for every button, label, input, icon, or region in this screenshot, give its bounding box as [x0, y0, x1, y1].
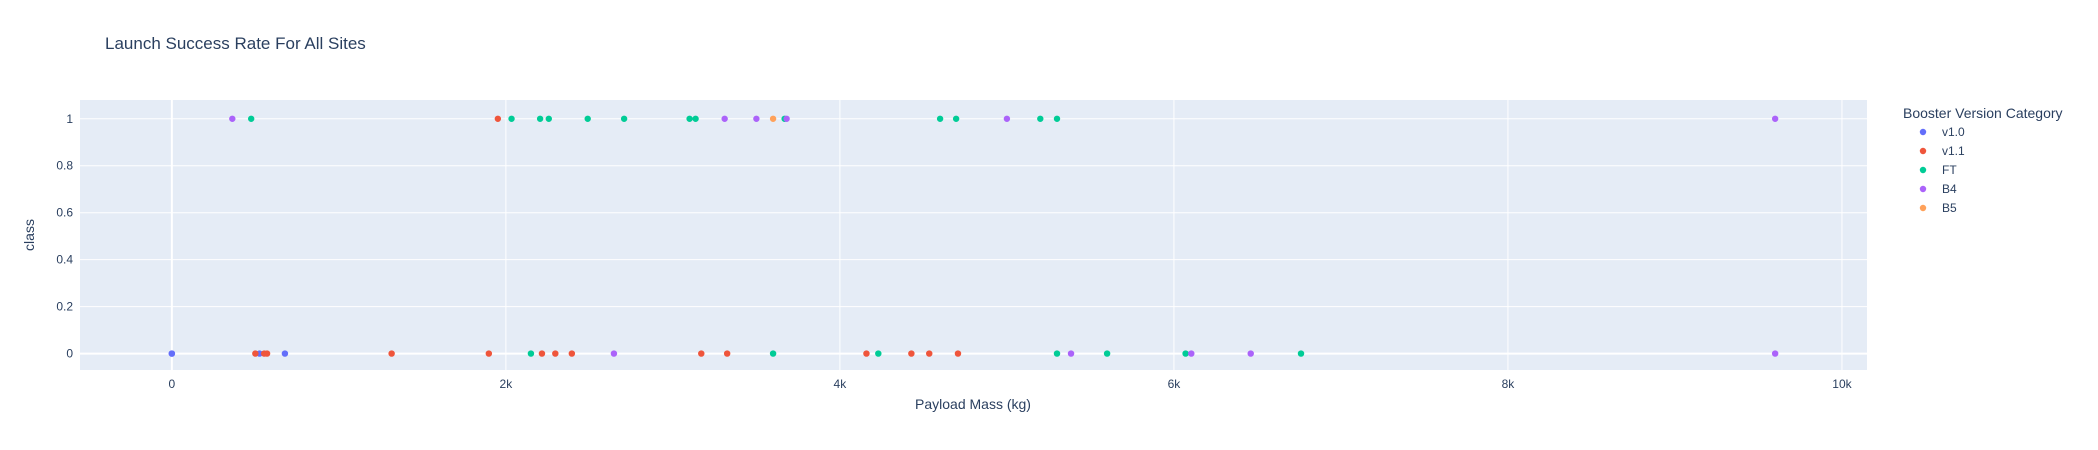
data-point[interactable] [908, 350, 915, 357]
data-point[interactable] [698, 350, 705, 357]
series-b4[interactable] [229, 115, 1779, 357]
data-point[interactable] [1297, 350, 1305, 357]
x-tick-labels: 0 2k 4k 6k 8k 10k [169, 377, 1853, 391]
x-tick-label: 10k [1832, 377, 1852, 391]
data-point[interactable] [769, 350, 777, 357]
y-tick-label: 0.4 [56, 253, 73, 267]
y-tick-label: 0.2 [56, 300, 73, 314]
data-point[interactable] [1037, 115, 1044, 122]
series-v1-1[interactable] [252, 115, 962, 357]
x-axis-title: Payload Mass (kg) [915, 396, 1031, 412]
plot-area [80, 100, 1867, 370]
legend-label: B4 [1942, 182, 1957, 196]
data-point[interactable] [568, 350, 576, 357]
data-points[interactable] [168, 115, 1779, 357]
data-point[interactable] [1771, 115, 1779, 122]
legend-marker [1919, 166, 1927, 174]
gridlines [80, 100, 1867, 370]
data-point[interactable] [936, 115, 944, 122]
data-point[interactable] [1188, 350, 1195, 357]
x-tick-label: 0 [169, 377, 176, 391]
legend-label: v1.1 [1942, 144, 1965, 158]
data-point[interactable] [686, 115, 693, 122]
chart-title: Launch Success Rate For All Sites [105, 34, 366, 53]
series-ft[interactable] [247, 115, 1305, 357]
legend[interactable]: Booster Version Category v1.0 v1.1 FT B4 B5 [1903, 105, 2063, 215]
data-point[interactable] [552, 350, 559, 357]
data-point[interactable] [281, 350, 289, 357]
data-point[interactable] [1771, 350, 1779, 357]
data-point[interactable] [926, 350, 933, 357]
data-point[interactable] [494, 115, 502, 122]
y-tick-label: 1 [66, 112, 73, 126]
legend-label: v1.0 [1942, 125, 1965, 139]
legend-marker [1919, 204, 1927, 212]
data-point[interactable] [610, 350, 618, 357]
data-point[interactable] [1182, 350, 1189, 357]
legend-label: FT [1942, 163, 1957, 177]
data-point[interactable] [1247, 350, 1254, 357]
legend-item[interactable]: v1.1 [1919, 144, 1965, 158]
legend-item[interactable]: B5 [1919, 201, 1957, 215]
legend-marker [1919, 147, 1927, 155]
data-point[interactable] [620, 115, 628, 122]
data-point[interactable] [263, 350, 271, 357]
data-point[interactable] [229, 115, 236, 122]
data-point[interactable] [508, 115, 515, 122]
data-point[interactable] [954, 350, 962, 357]
y-tick-label: 0 [66, 347, 73, 361]
data-point[interactable] [721, 115, 728, 122]
data-point[interactable] [388, 350, 395, 357]
data-point[interactable] [783, 115, 790, 122]
data-point[interactable] [753, 115, 760, 122]
data-point[interactable] [485, 350, 493, 357]
data-point[interactable] [863, 350, 870, 357]
x-tick-label: 6k [1168, 377, 1182, 391]
series-b5[interactable] [769, 115, 777, 122]
x-tick-label: 4k [834, 377, 848, 391]
y-axis-title: class [21, 219, 37, 251]
data-point[interactable] [875, 350, 882, 357]
legend-item[interactable]: FT [1919, 163, 1958, 177]
data-point[interactable] [252, 350, 259, 357]
data-point[interactable] [168, 350, 176, 357]
x-tick-label: 8k [1502, 377, 1516, 391]
y-tick-label: 0.8 [56, 159, 73, 173]
data-point[interactable] [1103, 350, 1111, 357]
data-point[interactable] [536, 115, 544, 122]
data-point[interactable] [584, 115, 591, 122]
data-point[interactable] [538, 350, 546, 357]
y-tick-labels: 0 0.2 0.4 0.6 0.8 1 [56, 112, 73, 361]
x-tick-label: 2k [500, 377, 514, 391]
data-point[interactable] [1053, 115, 1061, 122]
data-point[interactable] [545, 115, 552, 122]
data-point[interactable] [247, 115, 255, 122]
data-point[interactable] [1053, 350, 1061, 357]
data-point[interactable] [1067, 350, 1075, 357]
legend-item[interactable]: B4 [1919, 182, 1957, 196]
data-point[interactable] [952, 115, 960, 122]
legend-marker [1919, 185, 1927, 193]
data-point[interactable] [1003, 115, 1011, 122]
legend-title: Booster Version Category [1903, 105, 2063, 121]
data-point[interactable] [527, 350, 535, 357]
legend-label: B5 [1942, 201, 1957, 215]
data-point[interactable] [692, 115, 699, 122]
legend-item[interactable]: v1.0 [1919, 125, 1965, 139]
data-point[interactable] [723, 350, 731, 357]
data-point[interactable] [769, 115, 777, 122]
legend-marker [1919, 128, 1927, 136]
y-tick-label: 0.6 [56, 206, 73, 220]
